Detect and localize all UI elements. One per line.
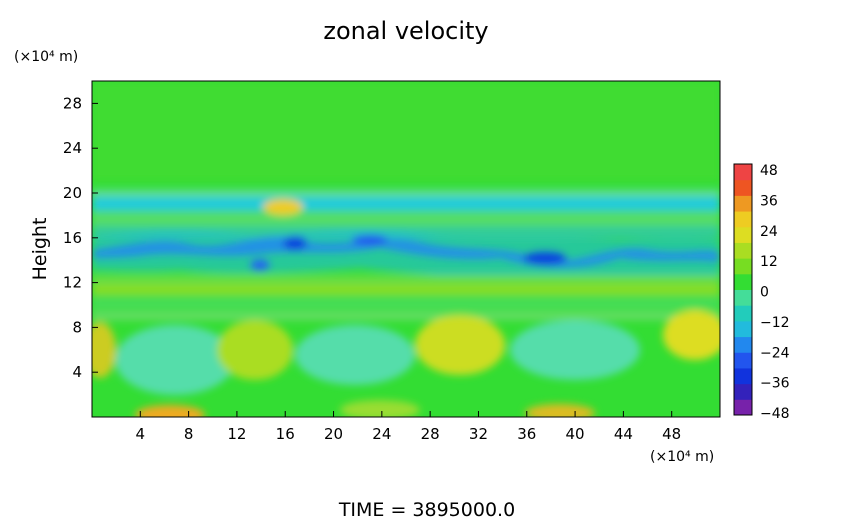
colorbar-tick-label: 12 xyxy=(760,254,778,270)
colorbar-segment xyxy=(734,211,752,228)
band-19 xyxy=(92,197,720,211)
colorbar-segment xyxy=(734,242,752,259)
cold-patch-4 xyxy=(352,235,388,245)
band-12 xyxy=(92,285,720,295)
colorbar xyxy=(733,163,753,416)
cell-cool-2 xyxy=(295,325,415,385)
colorbar-tick-label: 48 xyxy=(760,163,778,179)
x-tick-label: 24 xyxy=(372,425,391,443)
colorbar-segment xyxy=(734,273,752,290)
colorbar-segment xyxy=(734,289,752,306)
plot-frame xyxy=(91,80,721,418)
colorbar-tick-label: 24 xyxy=(760,224,778,240)
cold-patch-3 xyxy=(523,251,567,265)
colorbar-tick-label: −24 xyxy=(760,345,790,361)
x-tick-label: 12 xyxy=(227,425,246,443)
y-axis-ticks: 4 8 12 16 20 24 28 xyxy=(63,94,98,381)
colorbar-tick-label: −12 xyxy=(760,315,790,331)
cell-hot-bottom-2 xyxy=(525,404,595,417)
cell-warm-4 xyxy=(92,322,116,378)
x-tick-label: 36 xyxy=(517,425,536,443)
colorbar-segment xyxy=(734,258,752,275)
cell-warm-3 xyxy=(663,310,720,360)
y-unit-label: (×10⁴ m) xyxy=(14,49,78,65)
colorbar-segment xyxy=(734,195,752,212)
x-tick-label: 28 xyxy=(421,425,440,443)
cold-patch-2 xyxy=(250,259,270,271)
colorbar-segment xyxy=(734,399,752,416)
x-unit-label: (×10⁴ m) xyxy=(650,449,714,465)
colorbar-segment xyxy=(734,179,752,196)
colorbar-segment xyxy=(734,164,752,181)
colorbar-tick-label: −36 xyxy=(760,376,790,392)
colorbar-tick-label: 36 xyxy=(760,193,778,209)
field-features xyxy=(92,81,720,417)
colorbar-frame xyxy=(733,163,753,416)
x-tick-label: 20 xyxy=(324,425,343,443)
x-tick-label: 32 xyxy=(469,425,488,443)
cell-warm-1 xyxy=(217,320,293,380)
band-13 xyxy=(92,275,720,285)
chart-title: zonal velocity xyxy=(323,17,488,45)
band-upper xyxy=(92,81,720,181)
colorbar-ticks: 48 36 24 12 0 −12 −24 −36 −48 xyxy=(760,163,790,422)
colorbar-segment xyxy=(734,383,752,400)
band-9 xyxy=(92,312,720,320)
cell-cool-1 xyxy=(115,325,235,395)
cell-cool-3 xyxy=(510,320,640,380)
heatmap-field xyxy=(92,81,720,417)
colorbar-segment xyxy=(734,226,752,243)
colorbar-segment xyxy=(734,305,752,322)
colorbar-tick-label: 0 xyxy=(760,285,769,301)
y-tick-label: 4 xyxy=(72,363,82,381)
x-tick-label: 8 xyxy=(184,425,194,443)
colorbar-segment xyxy=(734,367,752,385)
y-tick-label: 12 xyxy=(63,274,82,292)
band-18 xyxy=(92,212,720,226)
cell-warm-bottom-3 xyxy=(340,400,420,417)
jet-halo xyxy=(92,230,720,280)
colorbar-segment xyxy=(734,320,752,338)
x-tick-label: 48 xyxy=(662,425,681,443)
band-10 xyxy=(92,296,720,310)
x-tick-label: 16 xyxy=(276,425,295,443)
cold-patch-1 xyxy=(283,236,307,250)
y-tick-label: 16 xyxy=(63,229,82,247)
x-axis-ticks: 4 8 12 16 20 24 28 32 36 40 44 48 xyxy=(136,411,681,443)
y-tick-label: 8 xyxy=(72,318,82,336)
y-tick-label: 20 xyxy=(63,184,82,202)
y-tick-label: 28 xyxy=(63,94,82,112)
y-axis-label: Height xyxy=(29,218,51,281)
colorbar-segment xyxy=(734,336,752,353)
colorbar-segment xyxy=(734,352,752,369)
y-tick-label: 24 xyxy=(63,139,82,157)
x-tick-label: 40 xyxy=(566,425,585,443)
x-tick-label: 44 xyxy=(614,425,633,443)
band-20 xyxy=(92,190,720,196)
cell-warm-2 xyxy=(415,315,505,375)
time-footer: TIME = 3895000.0 xyxy=(338,499,515,519)
warm-patch-upper xyxy=(263,199,303,215)
x-tick-label: 4 xyxy=(136,425,146,443)
colorbar-tick-label: −48 xyxy=(760,406,790,422)
cell-hot-bottom-1 xyxy=(135,405,205,417)
